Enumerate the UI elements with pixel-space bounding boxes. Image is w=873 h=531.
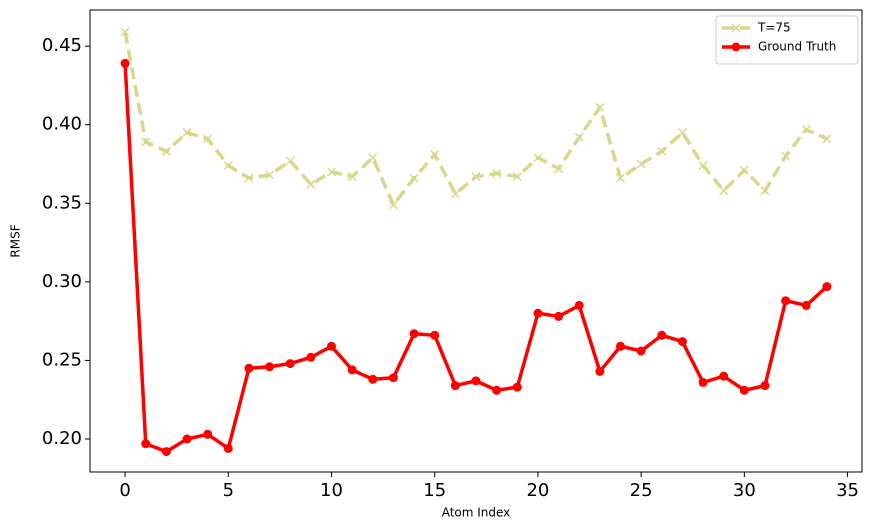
marker xyxy=(657,330,667,340)
marker xyxy=(698,161,708,171)
marker xyxy=(265,362,275,372)
marker xyxy=(347,365,357,375)
marker xyxy=(285,156,295,166)
marker xyxy=(698,377,708,387)
marker xyxy=(719,371,729,381)
marker xyxy=(574,132,584,142)
y-tick-label: 0.20 xyxy=(42,428,82,449)
y-tick-label: 0.40 xyxy=(42,114,82,135)
marker xyxy=(677,128,687,138)
marker xyxy=(450,189,460,199)
marker xyxy=(388,373,398,383)
marker xyxy=(657,146,667,156)
marker xyxy=(141,439,151,449)
marker xyxy=(326,167,337,177)
y-tick-label: 0.25 xyxy=(42,349,82,370)
marker xyxy=(409,173,419,183)
marker xyxy=(636,346,646,356)
marker xyxy=(615,173,626,183)
legend-box xyxy=(715,15,859,65)
marker xyxy=(120,58,130,68)
marker xyxy=(760,186,770,196)
marker xyxy=(512,382,522,392)
marker xyxy=(492,168,502,178)
marker xyxy=(327,341,337,351)
marker xyxy=(285,359,295,369)
marker xyxy=(636,159,646,169)
marker xyxy=(822,134,832,144)
marker xyxy=(430,330,440,340)
marker xyxy=(574,300,584,310)
marker xyxy=(347,172,357,182)
legend-label: T=75 xyxy=(757,21,791,35)
marker xyxy=(822,282,832,292)
marker xyxy=(781,296,791,306)
x-tick-label: 10 xyxy=(320,480,343,501)
x-tick-label: 0 xyxy=(119,480,130,501)
marker xyxy=(801,300,811,310)
x-axis-label: Atom Index xyxy=(442,506,511,520)
y-tick-label: 0.30 xyxy=(42,271,82,292)
marker xyxy=(719,186,729,196)
marker xyxy=(203,429,213,439)
plot-frame xyxy=(89,9,863,473)
marker xyxy=(161,146,171,156)
marker xyxy=(203,134,213,144)
marker xyxy=(595,102,605,112)
marker xyxy=(182,128,192,138)
marker xyxy=(244,363,254,373)
marker xyxy=(760,381,770,391)
x-tick-label: 20 xyxy=(526,480,549,501)
legend-label: Ground Truth xyxy=(758,40,836,54)
x-tick-label: 35 xyxy=(836,480,859,501)
marker xyxy=(430,150,440,160)
marker xyxy=(533,153,543,163)
marker xyxy=(512,172,522,182)
marker xyxy=(306,179,316,189)
marker xyxy=(554,311,564,321)
marker xyxy=(388,200,398,210)
marker xyxy=(120,27,130,37)
marker xyxy=(492,385,502,395)
marker xyxy=(615,341,625,351)
marker xyxy=(161,447,171,457)
marker xyxy=(471,172,481,182)
marker xyxy=(409,329,419,339)
marker xyxy=(739,165,749,175)
marker xyxy=(554,164,564,174)
x-tick-label: 30 xyxy=(733,480,756,501)
marker xyxy=(533,308,543,318)
y-axis-label: RMSF xyxy=(9,224,23,257)
marker xyxy=(141,137,151,147)
y-tick-label: 0.35 xyxy=(42,192,82,213)
marker xyxy=(368,374,378,384)
legend-marker xyxy=(731,23,741,33)
marker xyxy=(223,443,233,453)
series-line xyxy=(123,63,829,454)
marker xyxy=(801,124,811,134)
marker xyxy=(595,366,605,376)
marker xyxy=(182,434,192,444)
marker xyxy=(450,381,460,391)
marker xyxy=(739,385,749,395)
marker xyxy=(368,153,378,163)
marker xyxy=(223,161,233,171)
x-tick-label: 15 xyxy=(423,480,446,501)
marker xyxy=(244,173,254,183)
marker xyxy=(781,151,791,161)
marker xyxy=(471,376,481,386)
marker xyxy=(265,170,275,180)
legend-marker xyxy=(731,42,741,52)
y-tick-label: 0.45 xyxy=(42,35,82,56)
marker xyxy=(306,352,316,362)
marker xyxy=(677,337,687,347)
x-tick-label: 5 xyxy=(223,480,234,501)
x-tick-label: 25 xyxy=(630,480,653,501)
